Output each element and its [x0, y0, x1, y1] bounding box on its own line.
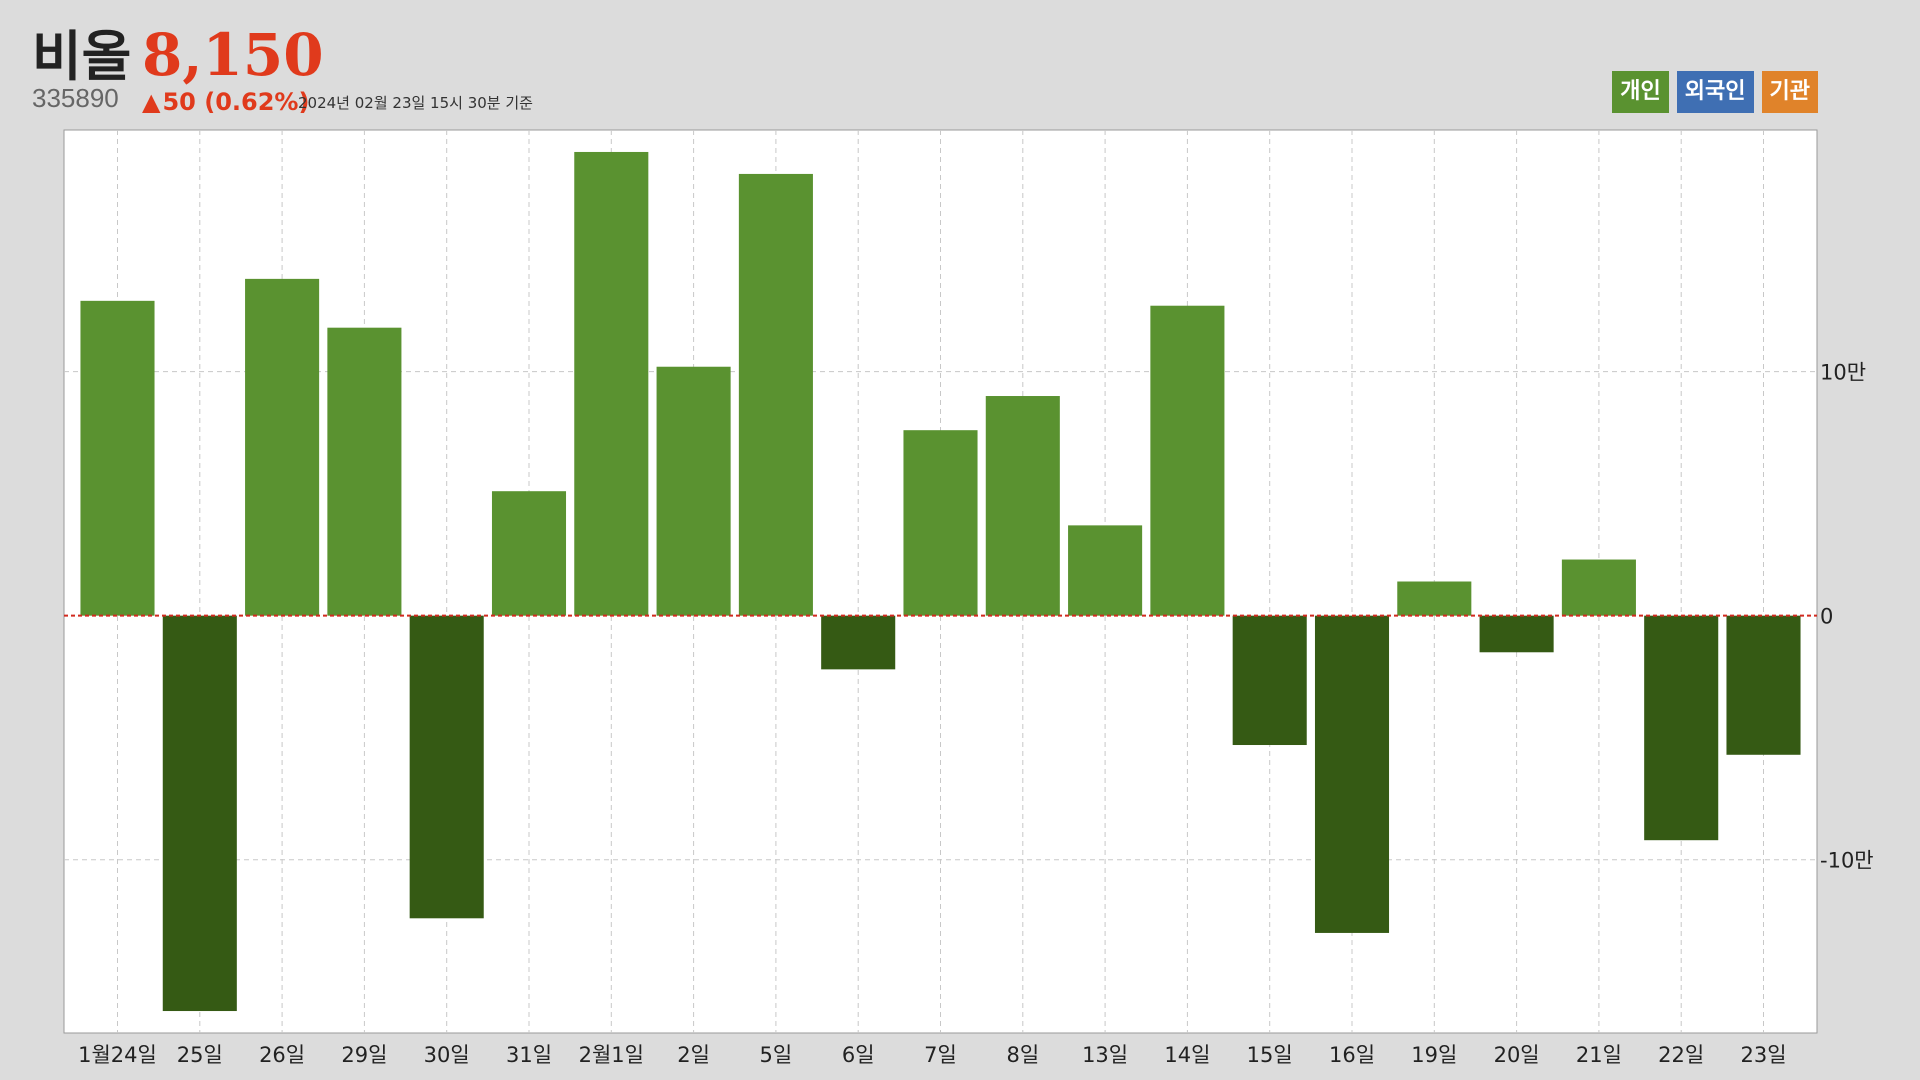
bar-1[interactable]	[162, 615, 237, 1012]
x-tick-label: 30일	[424, 1043, 470, 1067]
bar-11[interactable]	[985, 396, 1060, 616]
bar-9[interactable]	[821, 615, 896, 670]
y-tick-label: 10만	[1820, 361, 1866, 385]
x-tick-label: 2월1일	[579, 1043, 644, 1067]
x-tick-label: 25일	[177, 1043, 223, 1067]
x-tick-label: 21일	[1576, 1043, 1622, 1067]
x-tick-label: 20일	[1494, 1043, 1540, 1067]
x-tick-label: 1월24일	[78, 1043, 157, 1067]
x-tick-label: 26일	[259, 1043, 305, 1067]
stock-change-value: 50 (0.62%)	[162, 88, 310, 116]
stock-change: ▲50 (0.62%)	[142, 86, 309, 118]
bar-10[interactable]	[903, 430, 978, 616]
bar-12[interactable]	[1068, 525, 1143, 616]
bar-18[interactable]	[1561, 559, 1636, 616]
bar-3[interactable]	[327, 327, 402, 616]
up-arrow-icon: ▲	[142, 88, 161, 116]
x-tick-label: 19일	[1411, 1043, 1457, 1067]
x-tick-label: 29일	[341, 1043, 387, 1067]
bar-5[interactable]	[491, 491, 567, 616]
x-tick-label: 14일	[1164, 1043, 1210, 1067]
bar-2[interactable]	[245, 278, 320, 616]
x-tick-label: 2일	[677, 1043, 710, 1067]
bar-16[interactable]	[1397, 581, 1472, 616]
bar-6[interactable]	[574, 151, 649, 616]
x-tick-label: 6일	[842, 1043, 875, 1067]
bar-20[interactable]	[1726, 615, 1801, 755]
x-tick-label: 15일	[1247, 1043, 1293, 1067]
x-tick-label: 16일	[1329, 1043, 1375, 1067]
legend: 개인 외국인 기관	[1612, 71, 1818, 113]
bar-15[interactable]	[1314, 615, 1390, 933]
x-tick-label: 22일	[1658, 1043, 1704, 1067]
legend-individual[interactable]: 개인	[1612, 71, 1669, 113]
x-tick-label: 23일	[1740, 1043, 1786, 1067]
x-tick-label: 7일	[924, 1043, 957, 1067]
bar-17[interactable]	[1479, 615, 1554, 653]
x-tick-label: 8일	[1006, 1043, 1039, 1067]
y-tick-label: 0	[1820, 605, 1833, 629]
bar-13[interactable]	[1150, 305, 1225, 616]
bars	[80, 151, 1801, 1012]
bar-7[interactable]	[656, 366, 731, 616]
legend-foreign[interactable]: 외국인	[1676, 71, 1754, 113]
y-tick-label: -10만	[1820, 849, 1874, 873]
x-tick-label: 31일	[506, 1043, 552, 1067]
x-tick-label: 13일	[1082, 1043, 1128, 1067]
y-axis: 10만 0 -10만	[1820, 361, 1874, 873]
bar-0[interactable]	[80, 300, 155, 616]
stock-price: 8,150	[142, 21, 324, 89]
bar-4[interactable]	[409, 615, 484, 919]
stock-code: 335890	[32, 83, 119, 113]
timestamp: 2024년 02월 23일 15시 30분 기준	[298, 94, 533, 112]
bar-19[interactable]	[1644, 615, 1719, 841]
x-tick-label: 5일	[760, 1043, 793, 1067]
legend-institution[interactable]: 기관	[1761, 71, 1818, 113]
stock-name: 비올	[32, 25, 132, 88]
stock-header: 비올 8,150 335890 ▲50 (0.62%) 2024년 02월 23…	[30, 22, 1030, 122]
x-axis: 1월24일 25일 26일 29일 30일 31일 2월1일 2일 5일 6일 7일 8일 13일 14일…	[78, 1043, 1786, 1067]
bar-14[interactable]	[1232, 615, 1307, 746]
bar-8[interactable]	[738, 173, 813, 616]
